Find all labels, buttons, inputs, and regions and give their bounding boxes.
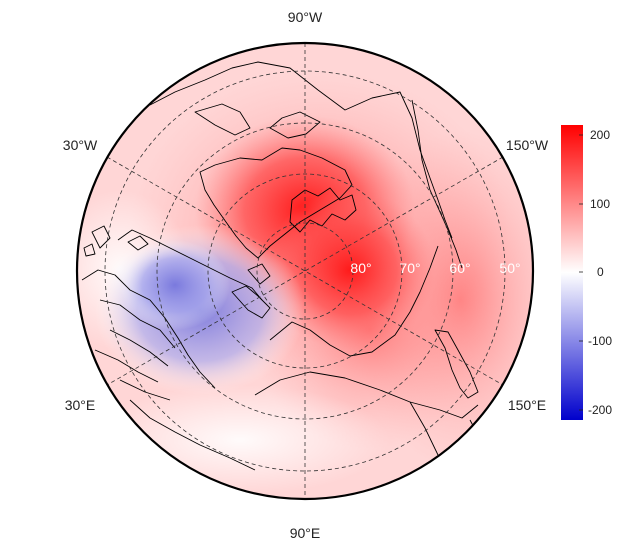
lon-label-30w: 30°W <box>63 137 98 153</box>
lat-label-50: 50° <box>499 260 520 276</box>
lat-label-80: 80° <box>350 260 371 276</box>
colorbar-label-neg100: -100 <box>588 334 612 348</box>
novaya-zemlya <box>231 285 271 319</box>
lat-label-60: 60° <box>449 260 470 276</box>
latitude-labels: 80° 70° 60° 50° <box>350 260 520 276</box>
colorbar-ticks <box>579 134 583 411</box>
uk-ireland <box>83 225 111 257</box>
lon-label-90w: 90°W <box>288 9 323 25</box>
kamchatka <box>434 329 479 399</box>
colorbar-label-200: 200 <box>590 128 610 142</box>
longitude-labels: 90°W 30°W 150°W 30°E 150°E 90°E <box>63 9 549 541</box>
lon-label-90e: 90°E <box>290 525 321 541</box>
map-boundary <box>75 41 535 501</box>
asia-interior <box>254 371 479 419</box>
colorbar: 200 100 0 -100 -200 <box>561 125 612 420</box>
lat-circle-50 <box>104 70 506 472</box>
europe-coast <box>81 269 216 389</box>
graticule <box>104 43 506 499</box>
colorbar-label-100: 100 <box>590 197 610 211</box>
lon-label-150w: 150°W <box>506 137 549 153</box>
greenland-coast <box>199 147 353 259</box>
lat-circle-60 <box>156 122 454 420</box>
iceland <box>127 235 149 251</box>
lon-label-30e: 30°E <box>65 397 96 413</box>
north-america-coast <box>149 61 453 239</box>
meridian-150w-30e <box>106 156 504 386</box>
scandinavia <box>117 229 263 301</box>
siberia-coast <box>269 245 439 357</box>
colorbar-label-0: 0 <box>597 265 604 279</box>
europe-borders <box>94 299 176 401</box>
colorbar-label-neg200: -200 <box>588 403 612 417</box>
coastlines <box>81 61 491 491</box>
middle-east <box>129 399 256 471</box>
meridian-30w-150e <box>106 156 504 386</box>
hudson-bay <box>194 103 251 136</box>
colorbar-ramp <box>561 125 583 420</box>
japan <box>469 419 491 469</box>
lat-circle-70 <box>207 173 403 369</box>
canadian-archipelago <box>269 111 357 233</box>
lat-label-70: 70° <box>399 260 420 276</box>
lat-circle-80 <box>256 222 354 320</box>
lon-label-150e: 150°E <box>508 397 546 413</box>
anomaly-field <box>77 43 533 499</box>
